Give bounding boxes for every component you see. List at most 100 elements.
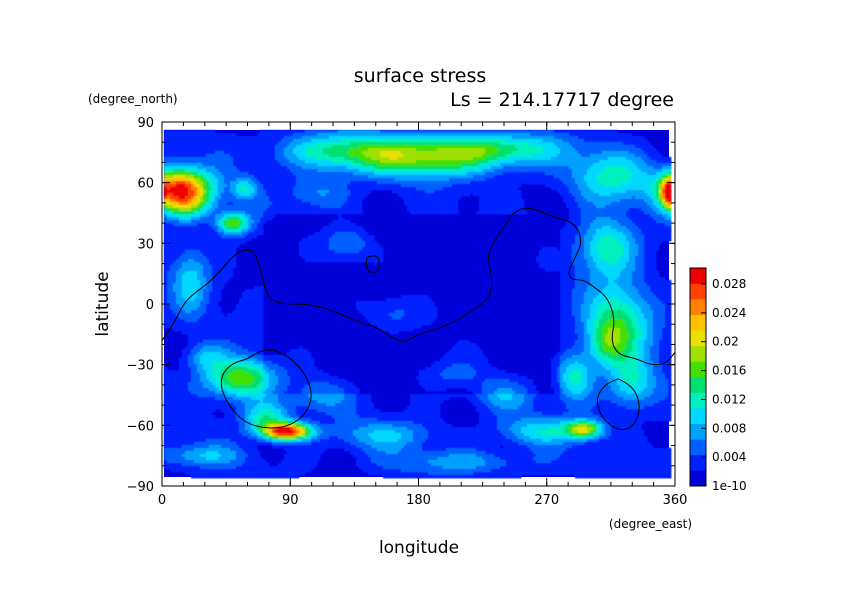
heatmap-cell (467, 154, 471, 158)
heatmap-cell (491, 142, 495, 146)
heatmap-cell (533, 163, 537, 167)
heatmap-cell (518, 145, 522, 149)
heatmap-cell (551, 136, 555, 140)
heatmap-cell (533, 157, 537, 161)
heatmap-cell (284, 142, 288, 146)
heatmap-cell (167, 175, 171, 179)
heatmap-cell (188, 232, 192, 236)
heatmap-cell (647, 163, 651, 167)
heatmap-cell (398, 136, 402, 140)
heatmap-cell (287, 187, 291, 191)
heatmap-cell (611, 220, 615, 224)
heatmap-cell (539, 175, 543, 179)
heatmap-cell (665, 190, 669, 194)
heatmap-cell (449, 196, 453, 200)
heatmap-cell (503, 202, 507, 206)
heatmap-cell (245, 136, 249, 140)
heatmap-cell (383, 181, 387, 185)
heatmap-cell (185, 145, 189, 149)
heatmap-cell (476, 169, 480, 173)
heatmap-cell (617, 145, 621, 149)
heatmap-cell (173, 157, 177, 161)
heatmap-cell (230, 157, 234, 161)
heatmap-cell (368, 175, 372, 179)
heatmap-cell (284, 208, 288, 212)
heatmap-cell (197, 145, 201, 149)
heatmap-cell (338, 130, 342, 134)
heatmap-cell (548, 166, 552, 170)
heatmap-cell (386, 187, 390, 191)
heatmap-cell (368, 157, 372, 161)
heatmap-cell (353, 166, 357, 170)
heatmap-cell (299, 166, 303, 170)
heatmap-cell (611, 202, 615, 206)
heatmap-cell (332, 193, 336, 197)
heatmap-cell (302, 196, 306, 200)
heatmap-cell (500, 181, 504, 185)
heatmap-cell (650, 199, 654, 203)
heatmap-cell (176, 151, 180, 155)
heatmap-cell (176, 214, 180, 218)
heatmap-cell (353, 130, 357, 134)
heatmap-cell (218, 208, 222, 212)
heatmap-cell (179, 226, 183, 230)
heatmap-cell (299, 169, 303, 173)
heatmap-cell (215, 139, 219, 143)
heatmap-cell (401, 142, 405, 146)
heatmap-cell (185, 178, 189, 182)
heatmap-cell (248, 175, 252, 179)
heatmap-cell (545, 181, 549, 185)
heatmap-cell (371, 142, 375, 146)
heatmap-cell (659, 184, 663, 188)
heatmap-cell (164, 226, 168, 230)
heatmap-cell (218, 193, 222, 197)
heatmap-cell (482, 187, 486, 191)
heatmap-cell (569, 133, 573, 137)
heatmap-cell (419, 190, 423, 194)
heatmap-cell (299, 202, 303, 206)
heatmap-cell (407, 154, 411, 158)
heatmap-cell (494, 184, 498, 188)
heatmap-cell (305, 130, 309, 134)
heatmap-cell (221, 148, 225, 152)
heatmap-cell (527, 136, 531, 140)
heatmap-cell (527, 166, 531, 170)
heatmap-cell (587, 226, 591, 230)
heatmap-cell (281, 130, 285, 134)
heatmap-cell (404, 148, 408, 152)
heatmap-cell (539, 160, 543, 164)
heatmap-cell (338, 133, 342, 137)
heatmap-cell (539, 163, 543, 167)
heatmap-cell (185, 208, 189, 212)
heatmap-cell (506, 190, 510, 194)
heatmap-cell (242, 160, 246, 164)
heatmap-cell (626, 154, 630, 158)
heatmap-cell (245, 187, 249, 191)
heatmap-cell (365, 148, 369, 152)
heatmap-cell (515, 166, 519, 170)
heatmap-cell (308, 184, 312, 188)
heatmap-cell (509, 181, 513, 185)
heatmap-cell (269, 208, 273, 212)
heatmap-cell (464, 190, 468, 194)
heatmap-cell (611, 229, 615, 233)
heatmap-cell (263, 142, 267, 146)
heatmap-cell (647, 208, 651, 212)
heatmap-cell (419, 187, 423, 191)
heatmap-cell (224, 157, 228, 161)
heatmap-cell (632, 220, 636, 224)
heatmap-cell (551, 154, 555, 158)
heatmap-cell (470, 145, 474, 149)
heatmap-cell (602, 169, 606, 173)
heatmap-cell (470, 178, 474, 182)
heatmap-cell (578, 181, 582, 185)
heatmap-cell (545, 157, 549, 161)
heatmap-cell (416, 190, 420, 194)
heatmap-cell (209, 163, 213, 167)
heatmap-cell (239, 202, 243, 206)
heatmap-cell (230, 205, 234, 209)
heatmap-cell (188, 190, 192, 194)
heatmap-cell (563, 181, 567, 185)
heatmap-cell (470, 157, 474, 161)
heatmap-cell (554, 136, 558, 140)
